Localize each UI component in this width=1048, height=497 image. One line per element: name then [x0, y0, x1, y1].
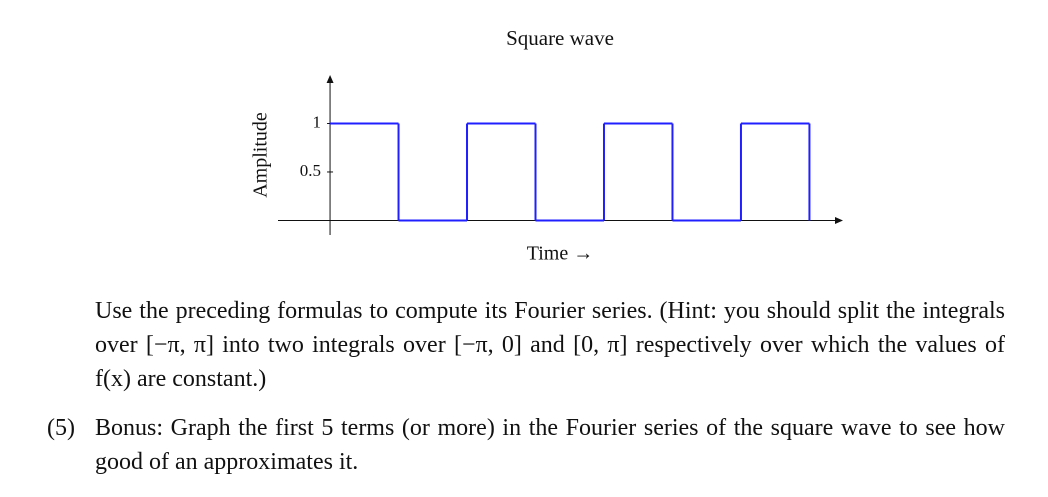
y-axis-arrow	[326, 75, 334, 83]
x-axis-arrow	[835, 216, 843, 224]
y-tick-label: 1	[313, 112, 322, 131]
x-axis-label: Time →	[527, 243, 594, 265]
item-number: (5)	[47, 415, 75, 441]
chart: Square wave Time → Amplitude 0.5 1	[250, 26, 843, 265]
item-text: Bonus: Graph the first 5 terms (or more)…	[95, 415, 1005, 475]
chart-title: Square wave	[506, 26, 614, 50]
y-tick-label: 0.5	[300, 161, 321, 180]
y-axis-label: Amplitude	[250, 112, 272, 198]
paragraph: Use the preceding formulas to compute it…	[95, 298, 1005, 392]
